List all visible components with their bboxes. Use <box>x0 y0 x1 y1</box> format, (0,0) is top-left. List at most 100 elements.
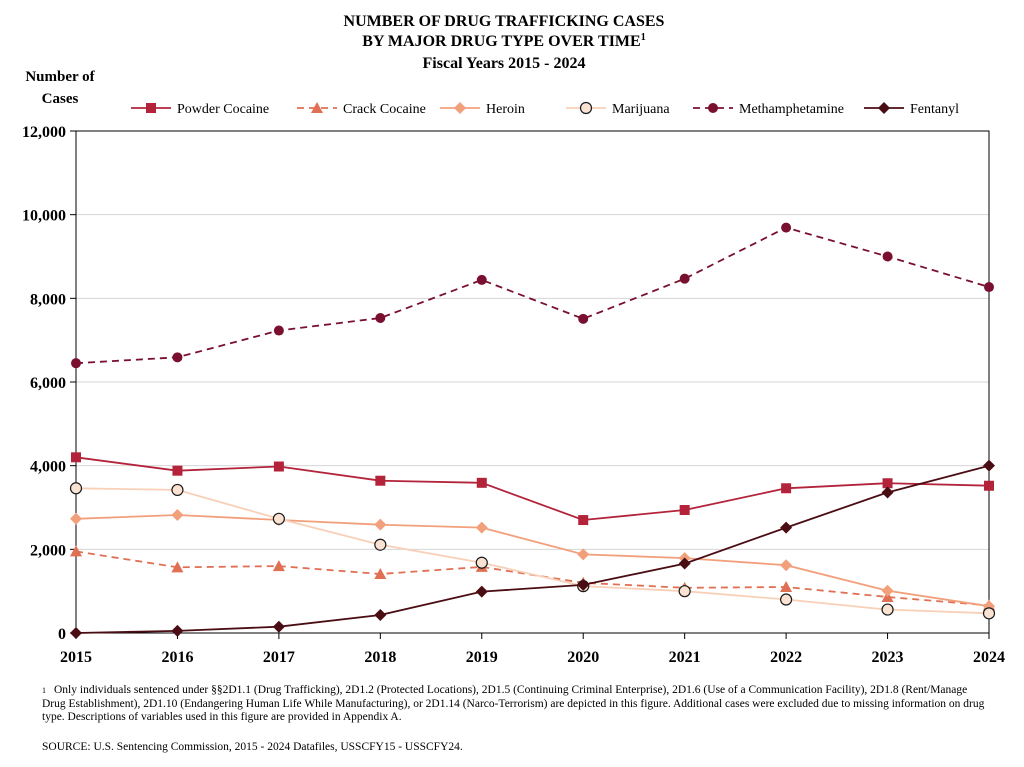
series-fentanyl-point <box>475 585 488 598</box>
footnote-text: Only individuals sentenced under §§2D1.1… <box>42 684 985 723</box>
series-methamphetamine-point <box>984 282 994 293</box>
y-axis-title-line-2: Cases <box>42 91 79 107</box>
chart-title-line-1: NUMBER OF DRUG TRAFFICKING CASES <box>344 13 665 30</box>
series-crack-cocaine-line <box>75 550 990 607</box>
series-heroin-line <box>75 514 990 608</box>
x-tick-label: 2020 <box>567 649 599 666</box>
series-methamphetamine-point <box>273 325 284 336</box>
series-marijuana-point <box>69 482 83 495</box>
series-methamphetamine-point <box>71 358 81 369</box>
legend-item-crack-cocaine-label: Crack Cocaine <box>343 102 426 117</box>
legend-item-fentanyl-label: Fentanyl <box>910 102 959 117</box>
chart: NUMBER OF DRUG TRAFFICKING CASES BY MAJO… <box>22 13 1005 666</box>
series-marijuana-point <box>982 607 996 620</box>
legend-item-methamphetamine-label: Methamphetamine <box>739 102 844 117</box>
legend-item-crack-cocaine-swatch-point <box>311 102 323 113</box>
series-heroin-point <box>171 509 184 522</box>
series-fentanyl-line <box>75 464 990 634</box>
series-marijuana-point <box>678 585 691 598</box>
x-tick-label: 2019 <box>466 649 498 666</box>
series-methamphetamine-point <box>679 273 690 284</box>
series-powder-cocaine <box>71 452 994 526</box>
legend-item-marijuana-swatch-point <box>579 101 593 115</box>
series-powder-cocaine-point <box>984 480 994 491</box>
series-crack-cocaine-point <box>171 561 184 573</box>
y-axis-title-line-1: Number of <box>25 69 95 85</box>
legend-item-powder-cocaine: Powder Cocaine <box>131 102 269 117</box>
legend-item-powder-cocaine-label: Powder Cocaine <box>177 102 269 117</box>
source-note: SOURCE: U.S. Sentencing Commission, 2015… <box>42 741 463 753</box>
series-powder-cocaine-point <box>679 505 690 516</box>
title-superscript: 1 <box>641 32 646 43</box>
series-marijuana-point <box>374 538 387 551</box>
series-marijuana-point <box>171 483 184 497</box>
legend-item-fentanyl: Fentanyl <box>864 102 959 117</box>
series-powder-cocaine-point <box>882 478 893 489</box>
series-fentanyl <box>70 459 995 639</box>
series-fentanyl-point <box>983 459 995 472</box>
series-methamphetamine-point <box>882 251 893 262</box>
x-tick-label: 2015 <box>60 649 92 666</box>
series-fentanyl-point <box>577 578 590 591</box>
series-heroin <box>70 509 995 613</box>
legend-item-heroin-label: Heroin <box>486 102 525 117</box>
series-fentanyl-point <box>678 557 691 570</box>
series-methamphetamine <box>71 222 994 369</box>
footnote-marker: 1 <box>42 686 46 695</box>
y-tick-label: 8,000 <box>30 291 66 308</box>
legend-item-crack-cocaine: Crack Cocaine <box>297 102 426 117</box>
legend-item-methamphetamine-swatch-point <box>708 103 718 113</box>
series-methamphetamine-point <box>578 313 589 324</box>
series-powder-cocaine-point <box>781 483 792 494</box>
y-tick-label: 12,000 <box>22 124 66 141</box>
chart-title-line-2: BY MAJOR DRUG TYPE OVER TIME1 <box>362 32 645 50</box>
series-heroin-point <box>374 518 387 531</box>
series-powder-cocaine-point <box>476 477 487 488</box>
series-marijuana-point <box>272 512 285 525</box>
chart-title-line-2-text: BY MAJOR DRUG TYPE OVER TIME <box>362 33 640 50</box>
series-crack-cocaine-point <box>374 568 387 580</box>
series-methamphetamine-point <box>476 274 487 285</box>
x-tick-label: 2017 <box>263 649 295 666</box>
series-powder-cocaine-line <box>75 456 990 521</box>
series-crack-cocaine-point <box>272 560 285 572</box>
legend-item-powder-cocaine-swatch-point <box>146 103 156 113</box>
x-tick-label: 2016 <box>161 649 193 666</box>
x-tick-label: 2021 <box>669 649 701 666</box>
x-tick-label: 2022 <box>770 649 802 666</box>
x-axis: 2015 2016 2017 2018 2019 2020 2021 2022 2023 2024 <box>60 633 1005 666</box>
series-marijuana-point <box>475 556 488 569</box>
series-crack-cocaine-point <box>780 580 793 592</box>
x-tick-label: 2018 <box>364 649 396 666</box>
legend-item-marijuana-label: Marijuana <box>612 102 670 117</box>
series-powder-cocaine-point <box>71 452 81 463</box>
legend: Powder Cocaine Crack Cocaine Heroin Marijua… <box>131 101 959 117</box>
series-powder-cocaine-point <box>273 461 284 472</box>
series-fentanyl-point <box>171 624 184 637</box>
legend-item-methamphetamine: Methamphetamine <box>693 102 844 117</box>
series-crack-cocaine <box>70 545 995 611</box>
y-tick-label: 4,000 <box>30 459 66 476</box>
x-tick-label: 2024 <box>973 649 1005 666</box>
series-powder-cocaine-point <box>578 515 589 526</box>
y-axis: 0 2,000 4,000 6,000 8,000 10,000 12,000 <box>22 124 76 643</box>
series-marijuana-point <box>881 603 894 616</box>
series-powder-cocaine-point <box>375 475 386 486</box>
series-marijuana-point <box>780 593 793 606</box>
series-heroin-point <box>475 521 488 534</box>
gridlines <box>76 214 989 550</box>
series-methamphetamine-point <box>781 222 792 233</box>
y-tick-label: 10,000 <box>22 208 66 225</box>
series-fentanyl-point <box>881 486 894 499</box>
legend-item-fentanyl-swatch-point <box>878 102 890 114</box>
series-heroin-point <box>881 584 894 597</box>
series-fentanyl-point <box>70 627 82 639</box>
series-fentanyl-point <box>374 609 387 622</box>
series-powder-cocaine-point <box>172 465 183 476</box>
series-fentanyl-point <box>780 521 793 534</box>
series-heroin-point <box>70 512 82 525</box>
series-marijuana-line <box>75 487 990 615</box>
y-tick-label: 2,000 <box>30 542 66 559</box>
series-layer <box>69 222 996 639</box>
series-methamphetamine-point <box>172 352 183 363</box>
